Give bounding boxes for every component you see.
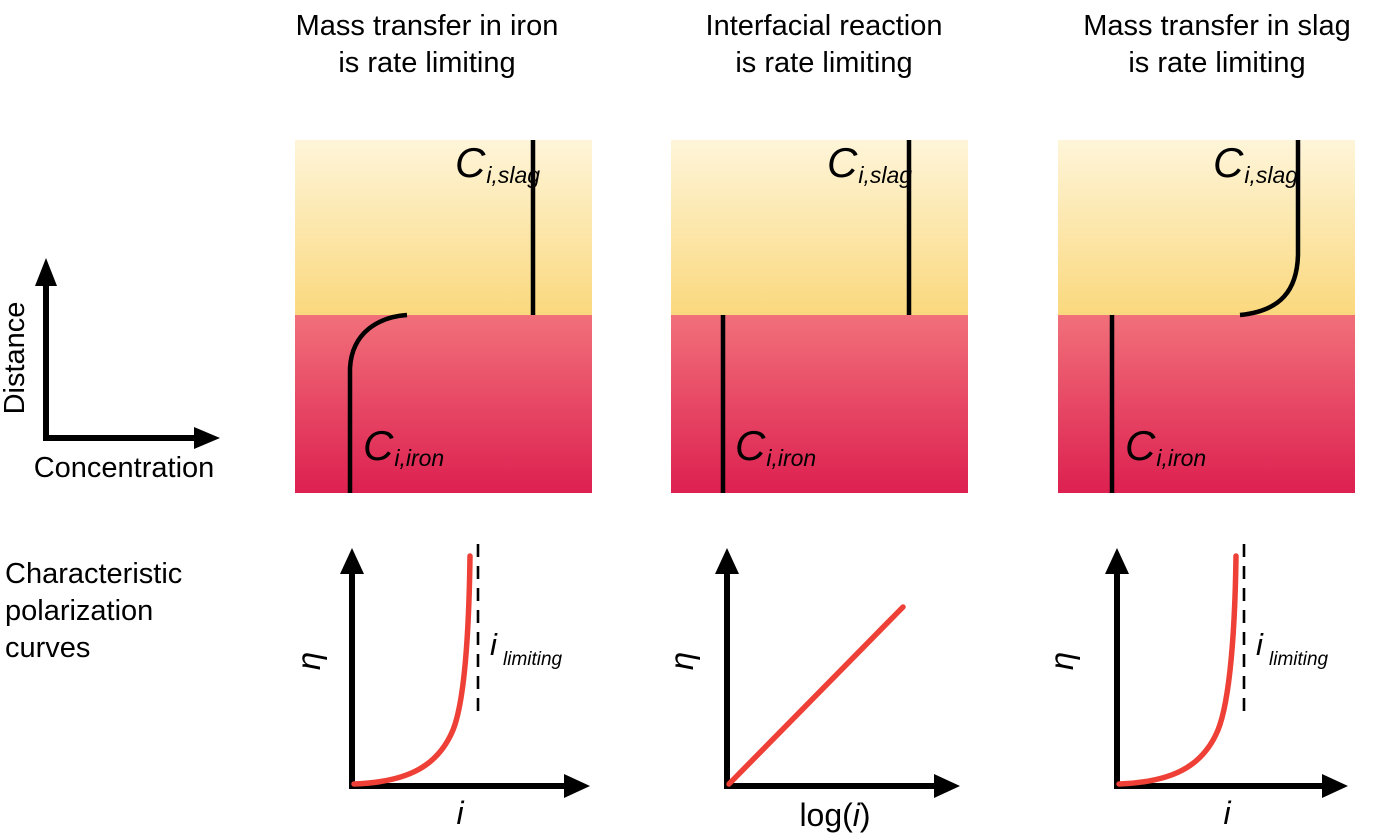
title-line: is rate limiting [735, 47, 913, 79]
eta-axis-label: η [1043, 652, 1080, 670]
limiting-current-label-base: i [1256, 627, 1264, 662]
limiting-current-label-sub: limiting [503, 649, 563, 670]
slag-profile-line [1239, 140, 1301, 318]
slag-concentration-label: Ci,slag [827, 142, 912, 190]
iron-profile-line [347, 312, 408, 493]
eta-axis-label: η [663, 652, 700, 670]
label-base: C [827, 139, 858, 186]
label-base: C [1125, 422, 1156, 469]
column-title-2: Interfacial reaction is rate limiting [649, 8, 999, 82]
slag-concentration-label: Ci,slag [455, 142, 540, 190]
slag-region [671, 140, 968, 315]
concentration-profile-2 [720, 140, 912, 493]
x-label-var: i [1223, 795, 1231, 831]
iron-region [295, 315, 592, 493]
polarization-plot-1: i limiting η i [290, 544, 590, 831]
label-subscript: i,slag [486, 162, 541, 188]
polarization-curve [351, 553, 473, 787]
current-axis-label: log(i) [799, 797, 870, 833]
limiting-current-label-sub: limiting [1269, 649, 1329, 670]
label-subscript: i,iron [1156, 445, 1207, 471]
concentration-axis-label: Concentration [33, 452, 215, 484]
x-label-suffix: ) [860, 797, 871, 833]
column-title-3: Mass transfer in slag is rate limiting [1042, 8, 1374, 82]
polarization-curve [1116, 553, 1239, 787]
limiting-current-label-base: i [490, 627, 498, 662]
x-label-var: i [456, 795, 464, 831]
title-line: Mass transfer in iron [295, 10, 559, 42]
distance-concentration-axes [35, 258, 220, 449]
x-axis-arrow-icon [934, 774, 960, 798]
title-line: is rate limiting [338, 47, 516, 79]
iron-region [1058, 315, 1355, 493]
title-line: is rate limiting [1128, 47, 1306, 79]
label-base: C [735, 422, 766, 469]
label-subscript: i,slag [858, 162, 913, 188]
iron-concentration-label: Ci,iron [1125, 425, 1206, 473]
label-base: C [1213, 139, 1244, 186]
iron-region [671, 315, 968, 493]
y-axis-arrow-icon [340, 548, 364, 574]
current-axis-label: i [1223, 795, 1231, 831]
x-label-var: i [853, 797, 861, 833]
eta-axis-label: η [290, 652, 327, 670]
title-line: Mass transfer in slag [1083, 10, 1351, 42]
label-base: C [455, 139, 486, 186]
concentration-profile-3 [1109, 140, 1301, 493]
slag-region [295, 140, 592, 315]
current-axis-label: i [456, 795, 464, 831]
polarization-row-label: Characteristic polarization curves [5, 558, 183, 664]
label-subscript: i,iron [394, 445, 445, 471]
polarization-plot-3: i limiting η i [1043, 544, 1348, 831]
concentration-panel-3: Ci,slag Ci,iron [1058, 140, 1355, 493]
distance-axis-arrow-icon [35, 258, 57, 286]
slag-region [1058, 140, 1355, 315]
concentration-panel-1: Ci,slag Ci,iron [295, 140, 592, 493]
iron-concentration-label: Ci,iron [363, 425, 444, 473]
concentration-panel-2: Ci,slag Ci,iron [671, 140, 968, 493]
polarization-plot-2: η log(i) [663, 548, 960, 833]
label-subscript: i,slag [1244, 162, 1299, 188]
polarization-curve [726, 604, 906, 787]
iron-concentration-label: Ci,iron [735, 425, 816, 473]
y-axis-arrow-icon [715, 548, 739, 574]
concentration-profile-1 [347, 140, 536, 493]
x-axis-arrow-icon [564, 774, 590, 798]
distance-axis-label: Distance [0, 301, 31, 415]
x-axis-arrow-icon [1322, 774, 1348, 798]
x-label-prefix: log( [799, 797, 853, 833]
y-axis-arrow-icon [1105, 548, 1129, 574]
title-line: Interfacial reaction [705, 10, 943, 42]
concentration-axis-arrow-icon [194, 427, 220, 449]
column-title-1: Mass transfer in iron is rate limiting [252, 8, 602, 82]
slag-concentration-label: Ci,slag [1213, 142, 1298, 190]
label-subscript: i,iron [766, 445, 817, 471]
label-base: C [363, 422, 394, 469]
